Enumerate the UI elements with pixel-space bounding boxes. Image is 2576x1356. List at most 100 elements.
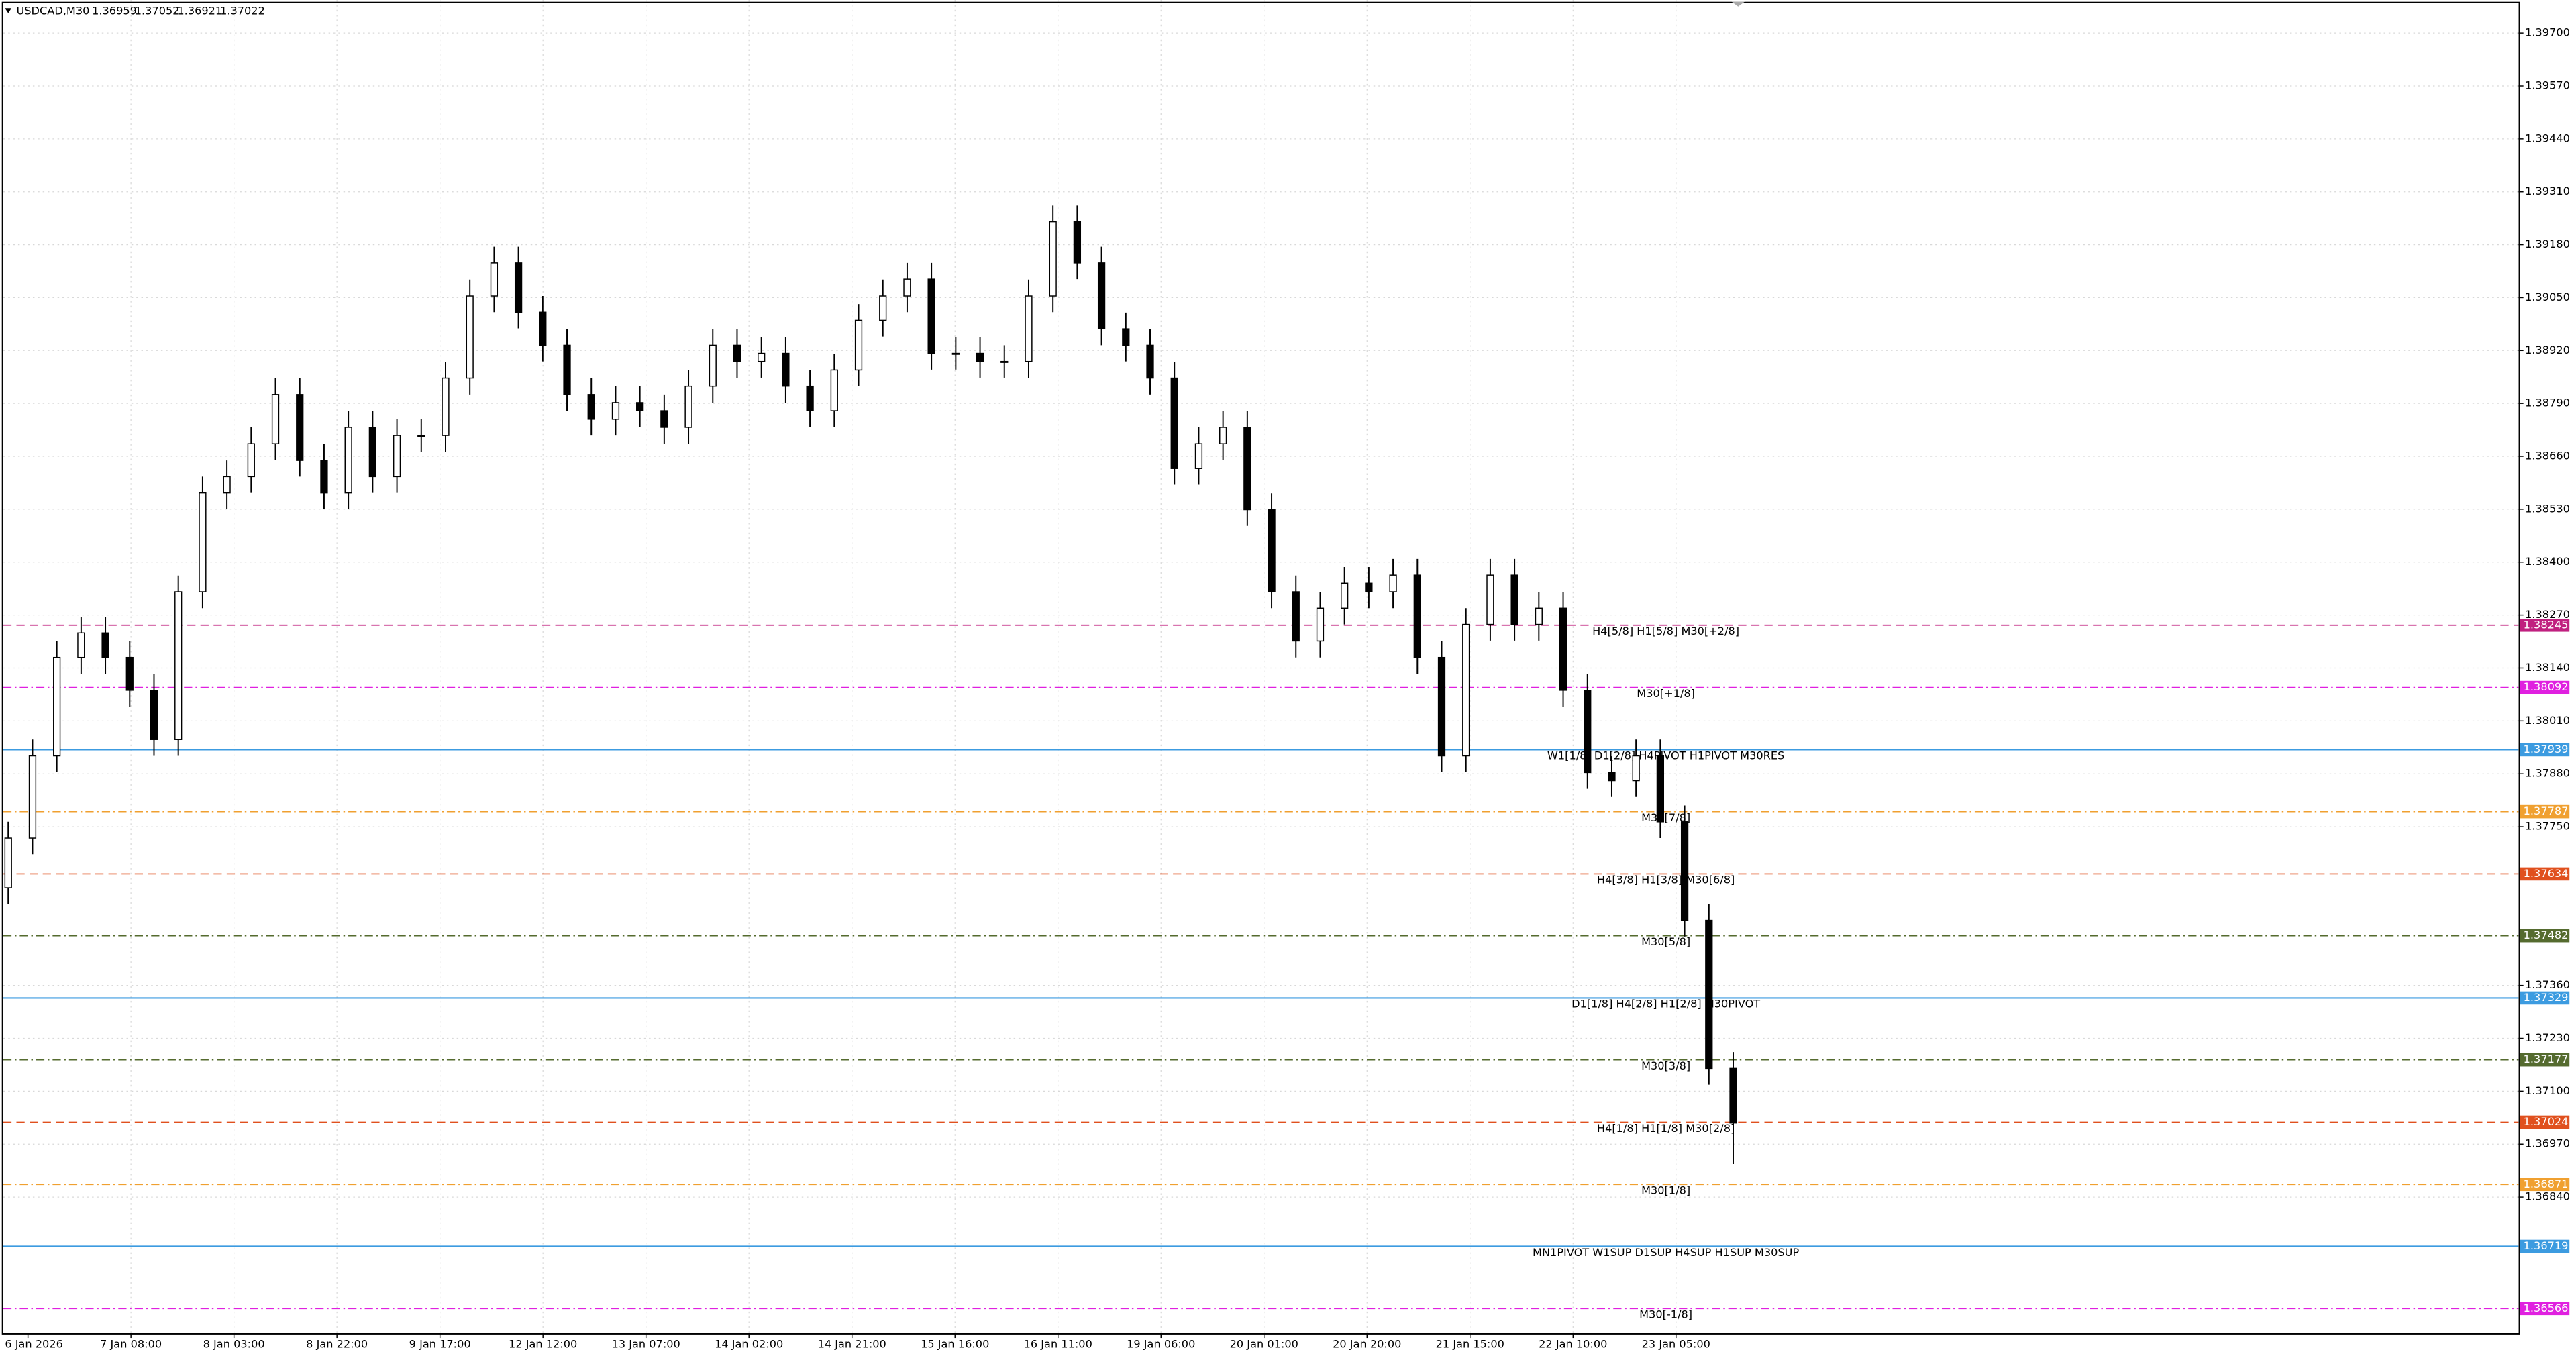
price-tag xyxy=(2520,804,2570,819)
candle-body xyxy=(1049,221,1057,297)
candle-body xyxy=(1437,656,1446,757)
candle-body xyxy=(442,377,450,436)
x-tick-label: 7 Jan 08:00 xyxy=(100,1337,162,1350)
candle-body xyxy=(101,632,109,658)
level-label: D1[1/8] H4[2/8] H1[2/8] M30PIVOT xyxy=(1572,998,1760,1010)
level-label: M30[7/8] xyxy=(1641,811,1690,824)
candle-body xyxy=(1146,344,1154,379)
x-tick-label: 8 Jan 22:00 xyxy=(306,1337,368,1350)
candle-body xyxy=(636,402,644,411)
candle-body xyxy=(1510,574,1518,625)
menu-arrow[interactable] xyxy=(5,8,12,13)
price-tag xyxy=(2520,743,2570,757)
price-tag-label: 1.36871 xyxy=(2524,1178,2569,1190)
candle-body xyxy=(1729,1067,1737,1124)
level-label: M30[5/8] xyxy=(1641,935,1690,948)
candle-body xyxy=(1389,574,1397,592)
candle-body xyxy=(1559,607,1567,691)
y-tick-label: 1.36970 xyxy=(2525,1137,2570,1150)
price-tag-label: 1.36719 xyxy=(2524,1239,2569,1252)
price-tag xyxy=(2520,1239,2570,1253)
candle-body xyxy=(1122,328,1130,346)
candle-body xyxy=(660,410,668,428)
candle-body xyxy=(854,319,863,371)
candle-body xyxy=(1656,755,1665,823)
candle-body xyxy=(1365,582,1373,592)
x-tick-label: 20 Jan 20:00 xyxy=(1333,1337,1401,1350)
candle-body xyxy=(199,492,207,592)
price-tag xyxy=(2520,867,2570,881)
y-tick-label: 1.37750 xyxy=(2525,820,2570,833)
candle-body xyxy=(1462,623,1470,757)
x-tick-label: 12 Jan 12:00 xyxy=(509,1337,577,1350)
y-tick-label: 1.38270 xyxy=(2525,608,2570,621)
candle-body xyxy=(4,837,12,888)
x-tick-label: 20 Jan 01:00 xyxy=(1230,1337,1298,1350)
x-tick-label: 16 Jan 11:00 xyxy=(1024,1337,1092,1350)
y-tick-label: 1.38790 xyxy=(2525,397,2570,409)
y-tick-label: 1.39440 xyxy=(2525,132,2570,144)
price-tag-label: 1.37329 xyxy=(2524,991,2569,1004)
level-label: M30[-1/8] xyxy=(1639,1308,1692,1321)
price-tag-label: 1.37177 xyxy=(2524,1053,2569,1065)
level-label: MN1PIVOT W1SUP D1SUP H4SUP H1SUP M30SUP xyxy=(1533,1246,1799,1259)
y-tick-label: 1.38530 xyxy=(2525,502,2570,515)
level-label: H4[3/8] H1[3/8] M30[6/8] xyxy=(1597,874,1735,886)
candle-body xyxy=(806,385,814,411)
candle-body xyxy=(1097,262,1106,329)
candle-body xyxy=(1584,690,1592,774)
candle-body xyxy=(125,656,134,691)
y-tick-label: 1.39180 xyxy=(2525,238,2570,250)
price-tag-label: 1.36566 xyxy=(2524,1302,2569,1314)
x-tick-label: 15 Jan 16:00 xyxy=(921,1337,989,1350)
candle-body xyxy=(1292,591,1300,642)
price-tag-label: 1.37634 xyxy=(2524,867,2569,880)
price-tag xyxy=(2520,618,2570,632)
price-tag xyxy=(2520,929,2570,943)
candle-body xyxy=(1608,772,1616,782)
x-tick-label: 19 Jan 06:00 xyxy=(1127,1337,1195,1350)
y-tick-label: 1.38920 xyxy=(2525,344,2570,356)
candle-body xyxy=(514,262,523,313)
shift-marker[interactable] xyxy=(1731,1,1745,7)
price-tag xyxy=(2520,991,2570,1005)
y-tick-label: 1.37230 xyxy=(2525,1031,2570,1044)
x-tick-label: 23 Jan 05:00 xyxy=(1642,1337,1710,1350)
level-label: H4[5/8] H1[5/8] M30[+2/8] xyxy=(1592,625,1739,637)
level-label: M30[3/8] xyxy=(1641,1059,1690,1072)
candle-body xyxy=(53,656,61,757)
candle-body xyxy=(247,443,255,478)
x-tick-label: 6 Jan 2026 xyxy=(5,1337,63,1350)
x-tick-label: 22 Jan 10:00 xyxy=(1539,1337,1607,1350)
x-tick-label: 21 Jan 15:00 xyxy=(1436,1337,1504,1350)
x-tick-label: 14 Jan 21:00 xyxy=(818,1337,886,1350)
candle-body xyxy=(1268,509,1276,592)
y-tick-label: 1.37100 xyxy=(2525,1084,2570,1097)
candle-body xyxy=(611,402,620,420)
candle-body xyxy=(1413,574,1421,658)
candle-body xyxy=(344,427,352,494)
candle-body xyxy=(684,385,692,428)
level-label: M30[+1/8] xyxy=(1637,687,1695,700)
candle-body xyxy=(490,262,499,297)
y-tick-label: 1.38010 xyxy=(2525,714,2570,727)
y-tick-label: 1.36840 xyxy=(2525,1190,2570,1203)
price-tag-label: 1.37939 xyxy=(2524,743,2569,755)
ohlc-close: 1.37022 xyxy=(220,5,265,17)
ohlc-high: 1.37052 xyxy=(135,5,180,17)
y-tick-label: 1.39310 xyxy=(2525,185,2570,197)
candle-body xyxy=(782,352,790,387)
candle-body xyxy=(1194,443,1203,469)
candle-body xyxy=(1705,919,1713,1070)
y-tick-label: 1.39570 xyxy=(2525,79,2570,91)
candle-body xyxy=(830,369,838,411)
x-tick-label: 9 Jan 17:00 xyxy=(409,1337,471,1350)
candle-body xyxy=(1170,377,1178,469)
candle-body xyxy=(77,632,85,658)
x-tick-label: 8 Jan 03:00 xyxy=(203,1337,265,1350)
price-tag xyxy=(2520,1115,2570,1129)
ohlc-low: 1.36921 xyxy=(177,5,222,17)
candle-body xyxy=(927,278,935,354)
